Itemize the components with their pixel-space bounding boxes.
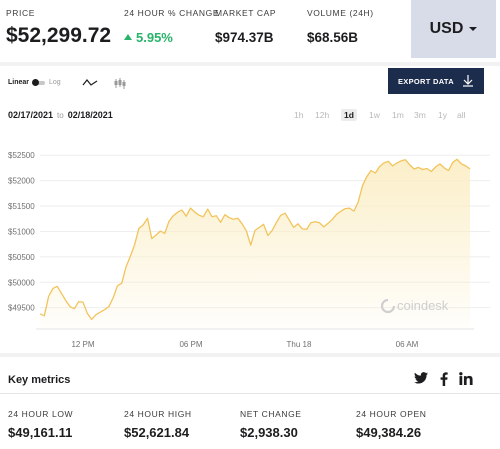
metrics-divider — [0, 393, 500, 394]
metric-value: $52,621.84 — [124, 425, 190, 440]
scale-switch[interactable] — [32, 78, 46, 86]
x-tick-label: 12 PM — [71, 340, 94, 349]
candlestick-chart-icon[interactable] — [113, 78, 127, 89]
metric-value: $49,161.11 — [8, 425, 73, 440]
twitter-icon[interactable] — [414, 372, 428, 384]
metric-label: NET CHANGE — [240, 409, 302, 419]
chart-card: Linear Log EXPORT DATA 02/17/2021 to 02/18… — [0, 66, 500, 353]
x-tick-label: 06 AM — [396, 340, 419, 349]
date-from[interactable]: 02/17/2021 — [8, 110, 54, 120]
export-label: EXPORT DATA — [398, 76, 454, 86]
timeframe-12h[interactable]: 12h — [315, 110, 330, 120]
metric-label: 24 HOUR LOW — [8, 409, 74, 419]
y-tick-label: $50500 — [8, 253, 35, 262]
y-tick-label: $52000 — [8, 177, 35, 186]
market-cap-value: $974.37B — [215, 30, 274, 45]
linkedin-icon[interactable] — [459, 372, 473, 385]
market-cap-label: MARKET CAP — [215, 8, 277, 18]
price-value: $52,299.72 — [6, 24, 112, 47]
timeframe-3m[interactable]: 3m — [414, 110, 426, 120]
switch-knob — [32, 78, 40, 86]
date-range[interactable]: 02/17/2021 to 02/18/2021 — [8, 110, 113, 120]
market-cap-stat: MARKET CAP $974.37B — [215, 8, 276, 45]
key-metrics-title: Key metrics — [8, 374, 71, 386]
change-value: 5.95% — [136, 30, 173, 45]
metric-label: 24 HOUR HIGH — [124, 409, 192, 419]
coindesk-logo-icon — [381, 299, 395, 313]
timeframe-all[interactable]: all — [457, 110, 466, 120]
caret-down-icon — [469, 27, 478, 31]
volume-label: VOLUME (24H) — [307, 8, 374, 18]
metric-net-change: NET CHANGE $2,938.30 — [240, 409, 302, 440]
timeframe-1h[interactable]: 1h — [294, 110, 304, 120]
export-data-button[interactable]: EXPORT DATA — [388, 68, 484, 94]
date-separator: to — [57, 111, 64, 120]
scale-linear-label: Linear — [8, 79, 30, 86]
metric-label: 24 HOUR OPEN — [356, 409, 427, 419]
y-tick-label: $51500 — [8, 202, 35, 211]
metric-24h-open: 24 HOUR OPEN $49,384.26 — [356, 409, 427, 440]
change-label: 24 HOUR % CHANGE — [124, 8, 220, 18]
line-chart-icon[interactable] — [82, 78, 98, 88]
y-tick-label: $50000 — [8, 278, 35, 287]
volume-stat: VOLUME (24H) $68.56B — [307, 8, 374, 45]
key-metrics-panel: Key metrics 24 HOUR LOW $49,161.11 24 HO… — [0, 357, 500, 449]
x-tick-label: Thu 18 — [287, 340, 312, 349]
y-tick-label: $52500 — [8, 151, 35, 160]
timeframe-1m[interactable]: 1m — [392, 110, 404, 120]
timeframe-1d[interactable]: 1d — [341, 109, 357, 121]
market-stats-bar: PRICE $52,299.72 24 HOUR % CHANGE 5.95% … — [0, 0, 500, 62]
y-tick-label: $49500 — [8, 304, 35, 313]
metric-value: $2,938.30 — [240, 425, 298, 440]
change-stat: 24 HOUR % CHANGE 5.95% — [124, 8, 219, 45]
metric-value: $49,384.26 — [356, 425, 422, 440]
timeframe-selector: 1h 12h 1d 1w 1m 3m 1y all — [0, 109, 500, 124]
facebook-icon[interactable] — [440, 372, 448, 386]
volume-value: $68.56B — [307, 30, 359, 45]
scale-log-label: Log — [49, 79, 61, 86]
price-label: PRICE — [6, 8, 35, 18]
change-value-wrap: 5.95% — [124, 30, 219, 45]
metric-24h-high: 24 HOUR HIGH $52,621.84 — [124, 409, 192, 440]
price-area-fill — [40, 159, 470, 328]
timeframe-1w[interactable]: 1w — [369, 110, 380, 120]
price-stat: PRICE $52,299.72 — [6, 8, 111, 48]
timeframe-1y[interactable]: 1y — [438, 110, 447, 120]
y-tick-label: $51000 — [8, 227, 35, 236]
currency-value: USD — [429, 20, 464, 37]
download-icon — [463, 75, 473, 87]
x-tick-label: 06 PM — [179, 340, 202, 349]
up-arrow-icon — [124, 34, 132, 40]
scale-toggle[interactable]: Linear Log — [8, 78, 61, 86]
date-to[interactable]: 02/18/2021 — [67, 110, 113, 120]
watermark-text: coindesk — [397, 298, 449, 313]
currency-dropdown[interactable]: USD — [411, 0, 496, 58]
price-series-line — [39, 158, 471, 321]
metric-24h-low: 24 HOUR LOW $49,161.11 — [8, 409, 73, 440]
price-chart[interactable]: $49500 $50000 $50500 $51000 $51500 $52000 $525… — [0, 140, 500, 353]
